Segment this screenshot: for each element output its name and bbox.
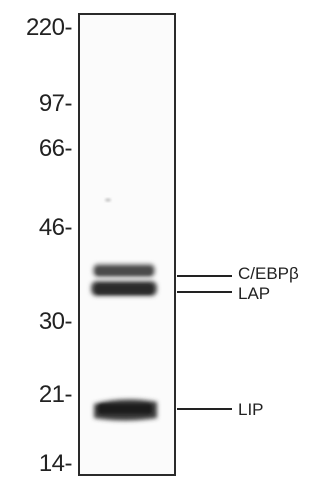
mw-marker-66: 66- xyxy=(38,135,73,162)
mw-marker-14: 14- xyxy=(38,450,73,477)
band-label-lip: LIP xyxy=(238,400,264,419)
band-label-cebpb: C/EBPβ xyxy=(238,264,299,283)
band-lip xyxy=(94,399,157,421)
mw-marker-21: 21- xyxy=(38,381,73,408)
background-speck xyxy=(105,198,111,202)
mw-marker-220: 220- xyxy=(25,14,73,41)
mw-marker-30: 30- xyxy=(38,308,73,335)
band-label-lap: LAP xyxy=(238,284,271,303)
mw-marker-46: 46- xyxy=(38,214,73,241)
lane-frame xyxy=(78,13,176,476)
mw-marker-97: 97- xyxy=(38,90,73,117)
band-lap xyxy=(91,281,157,296)
band-cebpb xyxy=(93,264,155,277)
